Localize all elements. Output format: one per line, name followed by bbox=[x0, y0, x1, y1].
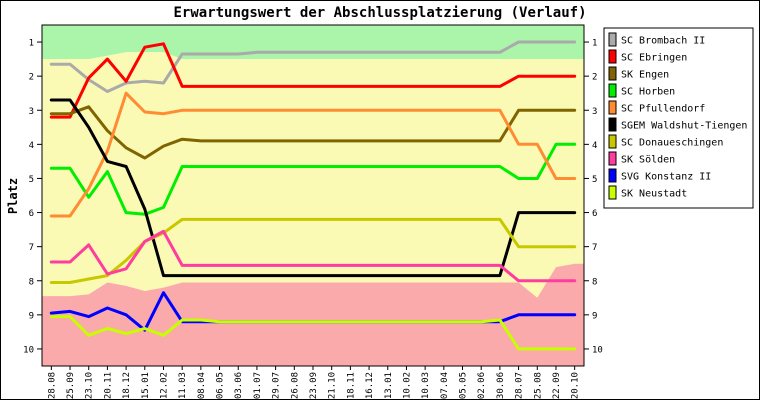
legend-label-2: SK Engen bbox=[621, 70, 669, 81]
x-tick-label: 06.05 bbox=[216, 372, 226, 399]
legend-swatch-3 bbox=[608, 83, 617, 98]
series-line-0 bbox=[49, 40, 577, 93]
legend-label-1: SC Ebringen bbox=[621, 53, 687, 64]
legend-box bbox=[603, 27, 754, 209]
x-tick-label: 07.04 bbox=[440, 372, 450, 399]
legend-swatch-9 bbox=[608, 185, 617, 200]
legend-label-6: SC Donaueschingen bbox=[621, 138, 723, 149]
legend-swatch-0 bbox=[608, 32, 617, 47]
x-tick-label: 20.11 bbox=[103, 372, 113, 399]
x-tick-label: 25.08 bbox=[533, 372, 543, 399]
legend: SC Brombach II SC Ebringen SK Engen SC Horb… bbox=[603, 27, 754, 209]
legend-swatch-8 bbox=[608, 168, 617, 183]
y-tick-label-right: 1 bbox=[592, 39, 597, 49]
x-tick-label: 29.07 bbox=[272, 372, 282, 399]
series-lines bbox=[49, 40, 577, 351]
x-tick-label: 28.07 bbox=[515, 372, 525, 399]
band-0 bbox=[42, 25, 584, 60]
y-ticks-left: 1 2 3 4 5 6 7 8 9 10 bbox=[23, 39, 42, 355]
y-tick-label-right: 4 bbox=[592, 141, 597, 151]
y-tick-label-left: 4 bbox=[29, 141, 34, 151]
x-tick-label: 26.08 bbox=[290, 372, 300, 399]
y-tick-label-left: 8 bbox=[29, 277, 34, 287]
x-tick-label: 21.10 bbox=[328, 372, 338, 399]
series-line-5 bbox=[49, 98, 577, 278]
y-tick-label-right: 8 bbox=[592, 277, 597, 287]
x-tick-label: 15.01 bbox=[141, 372, 151, 399]
x-tick-label: 02.06 bbox=[477, 372, 487, 399]
legend-label-8: SVG Konstanz II bbox=[621, 172, 711, 183]
x-tick-label: 08.04 bbox=[197, 372, 207, 399]
y-tick-label-right: 2 bbox=[592, 73, 597, 83]
chart-title: Erwartungswert der Abschlussplatzierung … bbox=[173, 5, 586, 21]
series-line-2 bbox=[49, 105, 577, 160]
band-1 bbox=[42, 52, 584, 298]
y-tick-label-left: 1 bbox=[29, 39, 34, 49]
x-tick-label: 23.10 bbox=[85, 372, 95, 399]
y-tick-label-right: 6 bbox=[592, 209, 597, 219]
y-tick-label-left: 2 bbox=[29, 73, 34, 83]
series-line-4 bbox=[49, 91, 577, 218]
series-line-7 bbox=[49, 229, 577, 283]
x-tick-label: 03.06 bbox=[234, 372, 244, 399]
legend-label-4: SC Pfullendorf bbox=[621, 104, 705, 115]
y-tick-label-left: 5 bbox=[29, 175, 34, 185]
x-tick-label: 28.08 bbox=[47, 372, 57, 399]
y-tick-label-left: 3 bbox=[29, 107, 34, 117]
legend-label-7: SK Sölden bbox=[621, 155, 675, 166]
y-tick-label-right: 9 bbox=[592, 311, 597, 321]
y-tick-label-left: 9 bbox=[29, 311, 34, 321]
legend-swatch-1 bbox=[608, 49, 617, 64]
y-tick-label-right: 7 bbox=[592, 243, 597, 253]
y-tick-label-left: 7 bbox=[29, 243, 34, 253]
legend-swatch-5 bbox=[608, 117, 617, 132]
x-tick-label: 12.02 bbox=[160, 372, 170, 399]
y-tick-label-left: 6 bbox=[29, 209, 34, 219]
legend-label-9: SK Neustadt bbox=[621, 189, 687, 200]
legend-label-3: SC Horben bbox=[621, 87, 675, 98]
legend-label-5: SGEM Waldshut-Tiengen bbox=[621, 121, 747, 132]
legend-swatch-6 bbox=[608, 134, 617, 149]
series-line-6 bbox=[49, 217, 577, 284]
series-line-9 bbox=[49, 315, 577, 351]
x-tick-label: 30.06 bbox=[496, 372, 506, 399]
series-line-3 bbox=[49, 142, 577, 216]
y-axis-label: Platz bbox=[6, 178, 20, 214]
x-tick-label: 20.10 bbox=[571, 372, 581, 399]
y-tick-label-right: 5 bbox=[592, 175, 597, 185]
x-tick-label: 10.03 bbox=[421, 372, 431, 399]
x-tick-label: 25.09 bbox=[66, 372, 76, 399]
y-tick-label-right: 3 bbox=[592, 107, 597, 117]
legend-swatch-2 bbox=[608, 66, 617, 81]
x-ticks: 28.08 25.09 23.10 20.11 18.12 15.01 12.02 11.03… bbox=[47, 366, 581, 399]
x-tick-label: 18.11 bbox=[346, 372, 356, 399]
legend-label-0: SC Brombach II bbox=[621, 36, 705, 47]
x-tick-label: 22.09 bbox=[552, 372, 562, 399]
x-tick-label: 11.03 bbox=[178, 372, 188, 399]
y-tick-label-right: 10 bbox=[592, 345, 603, 355]
legend-swatch-7 bbox=[608, 151, 617, 166]
x-tick-label: 16.12 bbox=[365, 372, 375, 399]
x-tick-label: 18.12 bbox=[122, 372, 132, 399]
background-bands bbox=[42, 25, 584, 366]
y-tick-label-left: 10 bbox=[23, 345, 34, 355]
y-ticks-right: 1 2 3 4 5 6 7 8 9 10 bbox=[584, 39, 603, 355]
series-line-1 bbox=[49, 42, 577, 119]
x-tick-label: 23.09 bbox=[309, 372, 319, 399]
band-2 bbox=[42, 263, 584, 366]
x-tick-label: 10.02 bbox=[402, 372, 412, 399]
legend-swatch-4 bbox=[608, 100, 617, 115]
x-tick-label: 13.01 bbox=[384, 372, 394, 399]
x-tick-label: 01.07 bbox=[253, 372, 263, 399]
x-tick-label: 05.05 bbox=[459, 372, 469, 399]
